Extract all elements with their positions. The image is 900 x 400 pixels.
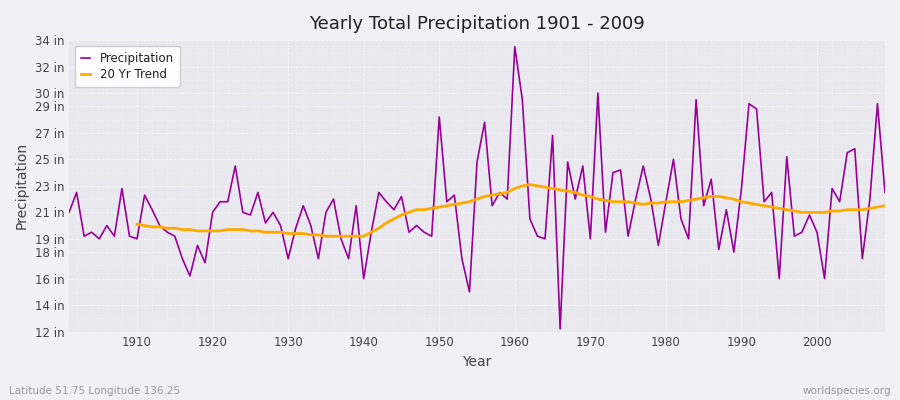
20 Yr Trend	[275, 230, 286, 235]
20 Yr Trend	[879, 203, 890, 208]
Line: Precipitation: Precipitation	[69, 47, 885, 329]
20 Yr Trend	[525, 182, 535, 187]
Precipitation	[291, 226, 302, 231]
Precipitation	[502, 197, 513, 202]
Precipitation	[336, 236, 346, 241]
20 Yr Trend	[532, 184, 543, 188]
Text: Latitude 51.75 Longitude 136.25: Latitude 51.75 Longitude 136.25	[9, 386, 180, 396]
20 Yr Trend	[305, 232, 316, 237]
Text: worldspecies.org: worldspecies.org	[803, 386, 891, 396]
Line: 20 Yr Trend: 20 Yr Trend	[137, 184, 885, 236]
20 Yr Trend	[592, 197, 603, 202]
X-axis label: Year: Year	[463, 355, 491, 369]
Precipitation	[879, 190, 890, 195]
20 Yr Trend	[834, 209, 845, 214]
Precipitation	[509, 44, 520, 49]
Precipitation	[124, 234, 135, 238]
Title: Yearly Total Precipitation 1901 - 2009: Yearly Total Precipitation 1901 - 2009	[309, 15, 645, 33]
Y-axis label: Precipitation: Precipitation	[15, 142, 29, 230]
Precipitation	[616, 168, 626, 172]
Precipitation	[64, 210, 75, 215]
20 Yr Trend	[320, 234, 331, 238]
20 Yr Trend	[131, 222, 142, 227]
Precipitation	[517, 97, 527, 102]
Legend: Precipitation, 20 Yr Trend: Precipitation, 20 Yr Trend	[75, 46, 180, 87]
Precipitation	[554, 326, 565, 331]
20 Yr Trend	[857, 207, 868, 212]
